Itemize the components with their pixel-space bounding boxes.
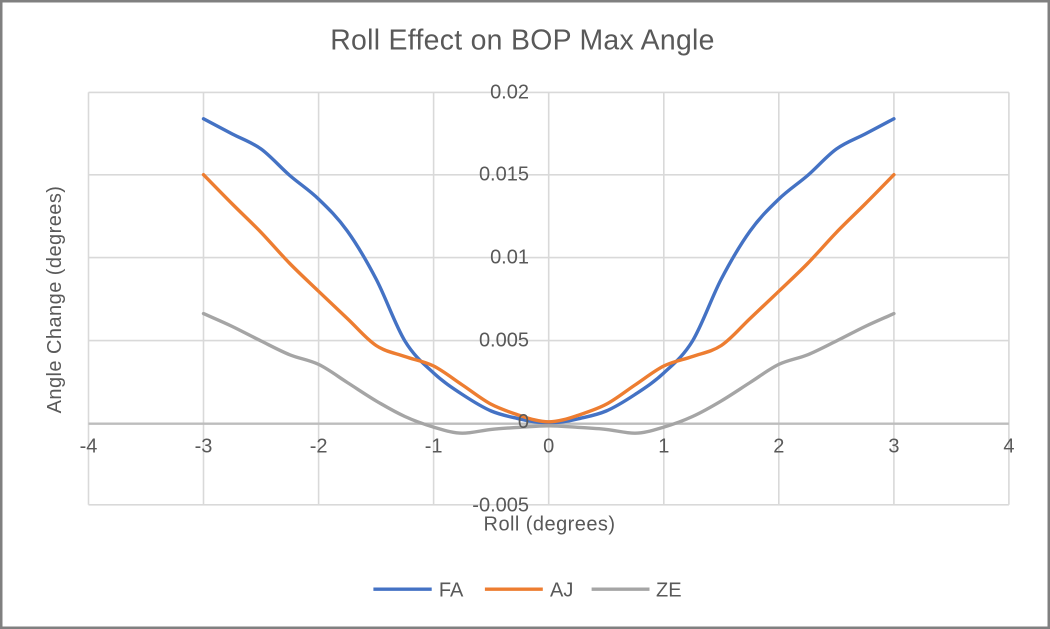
svg-text:0.01: 0.01: [490, 247, 529, 269]
svg-text:4: 4: [1003, 436, 1014, 458]
svg-text:ZE: ZE: [656, 579, 682, 601]
svg-text:-1: -1: [425, 436, 443, 458]
svg-text:AJ: AJ: [550, 579, 573, 601]
svg-text:0: 0: [518, 411, 529, 433]
svg-text:Angle Change (degrees): Angle Change (degrees): [44, 186, 66, 414]
svg-text:0.005: 0.005: [479, 330, 529, 352]
svg-text:FA: FA: [439, 579, 464, 601]
svg-text:Roll (degrees): Roll (degrees): [484, 513, 616, 535]
svg-text:3: 3: [888, 436, 899, 458]
svg-text:-2: -2: [310, 436, 328, 458]
svg-text:Roll Effect on BOP Max Angle: Roll Effect on BOP Max Angle: [330, 24, 715, 56]
svg-text:-4: -4: [80, 436, 98, 458]
svg-text:0.015: 0.015: [479, 164, 529, 186]
svg-text:2: 2: [773, 436, 784, 458]
svg-text:1: 1: [658, 436, 669, 458]
svg-text:0: 0: [543, 436, 554, 458]
svg-text:-3: -3: [195, 436, 213, 458]
svg-text:-0.005: -0.005: [472, 495, 529, 517]
svg-text:0.02: 0.02: [490, 81, 529, 103]
